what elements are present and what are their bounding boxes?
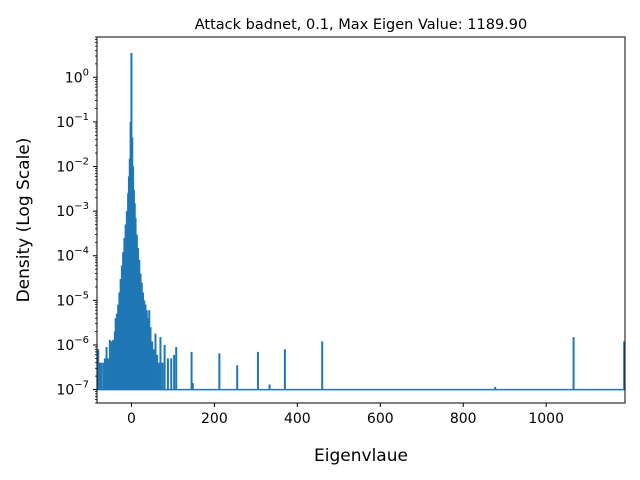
- y-tick-label: 10−2: [56, 157, 89, 176]
- x-tick-label: 800: [450, 411, 477, 427]
- y-axis-label: Density (Log Scale): [14, 138, 34, 303]
- x-tick-label: 1000: [528, 411, 564, 427]
- y-tick-label: 10−4: [56, 246, 89, 265]
- y-tick-label: 10−7: [56, 380, 89, 399]
- y-tick-label: 10−5: [56, 290, 89, 309]
- y-tick-label: 10−6: [56, 335, 89, 354]
- x-tick-label: 200: [201, 411, 228, 427]
- x-axis-ticks: 0 200 400 600 800 1000: [127, 403, 564, 427]
- x-tick-label: 600: [367, 411, 394, 427]
- x-tick-label: 400: [284, 411, 311, 427]
- x-tick-label: 0: [127, 411, 136, 427]
- y-tick-label: 10−1: [56, 112, 89, 131]
- plot-frame: [96, 36, 626, 404]
- y-tick-label: 10−3: [56, 201, 89, 220]
- x-axis-label: Eigenvlaue: [314, 446, 408, 466]
- y-tick-label: 100: [65, 67, 89, 86]
- chart-title: Attack badnet, 0.1, Max Eigen Value: 118…: [195, 17, 527, 33]
- y-axis-ticks: 100 10−1 10−2 10−3 10−4 10−5 10−6 10−7: [56, 36, 97, 404]
- plot-series: [97, 53, 626, 391]
